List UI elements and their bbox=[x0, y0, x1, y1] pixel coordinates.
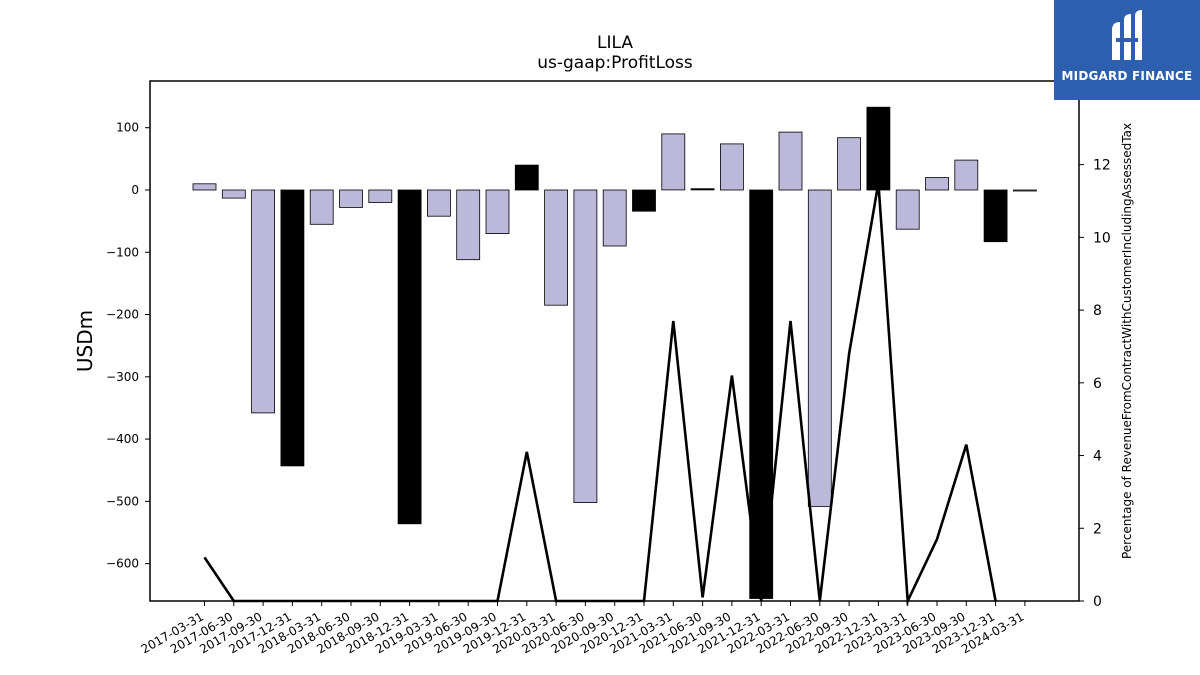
y2-tick-label: 6 bbox=[1093, 376, 1102, 392]
midgard-finance-logo: MIDGARD FINANCE bbox=[1054, 0, 1200, 100]
y-tick-label: 100 bbox=[116, 121, 139, 135]
y-tick-label: −300 bbox=[106, 370, 139, 384]
bar-2018-06-30 bbox=[339, 189, 363, 208]
bar-2019-03-31 bbox=[426, 189, 451, 217]
bars-layer bbox=[192, 106, 1037, 599]
y2-tick-label: 8 bbox=[1093, 303, 1102, 319]
chart-title: LILA bbox=[597, 33, 633, 53]
y2-tick-label: 4 bbox=[1093, 449, 1102, 465]
y2-tick-label: 0 bbox=[1093, 594, 1102, 610]
bar-2021-06-30 bbox=[690, 188, 715, 191]
bar-2020-09-30 bbox=[602, 189, 627, 247]
y-tick-label: −100 bbox=[106, 245, 139, 259]
bar-2022-06-30 bbox=[807, 189, 832, 507]
y-axis-label: USDm bbox=[73, 310, 97, 372]
bar-2020-06-30 bbox=[573, 189, 598, 504]
bar-2022-03-31 bbox=[778, 131, 803, 191]
line-layer bbox=[203, 182, 997, 607]
bar-2021-09-30 bbox=[720, 143, 744, 191]
y-tick-label: −500 bbox=[106, 494, 139, 508]
logo-mark-icon bbox=[1112, 10, 1142, 60]
bar-2023-06-30 bbox=[925, 177, 949, 191]
bar-2017-06-30 bbox=[221, 189, 246, 199]
bar-2018-12-31 bbox=[397, 189, 422, 525]
bar-2019-12-31 bbox=[514, 164, 539, 191]
y-tick-label: −400 bbox=[106, 432, 139, 446]
bar-2020-03-31 bbox=[544, 189, 568, 306]
bar-2024-03-31 bbox=[1013, 189, 1037, 192]
chart-subtitle: us-gaap:ProfitLoss bbox=[537, 53, 693, 73]
y-tick-label: 0 bbox=[131, 183, 139, 197]
bar-2023-12-31 bbox=[983, 189, 1008, 243]
bar-2021-03-31 bbox=[661, 133, 686, 191]
bar-2019-06-30 bbox=[456, 189, 481, 261]
bar-2017-09-30 bbox=[251, 189, 276, 414]
bar-2017-03-31 bbox=[192, 183, 217, 191]
bar-2022-12-31 bbox=[866, 106, 891, 191]
bar-2023-09-30 bbox=[954, 159, 979, 191]
logo-text: MIDGARD FINANCE bbox=[1061, 69, 1193, 83]
bar-2019-09-30 bbox=[485, 189, 510, 234]
revenue-pct-line bbox=[203, 182, 997, 607]
y2-tick-label: 2 bbox=[1093, 521, 1102, 537]
bar-2023-03-31 bbox=[895, 189, 920, 230]
bar-2018-03-31 bbox=[309, 189, 334, 225]
y2-tick-label: 12 bbox=[1093, 158, 1111, 174]
bar-2020-12-31 bbox=[632, 189, 656, 212]
bar-2022-09-30 bbox=[837, 137, 861, 191]
y-tick-label: −200 bbox=[106, 308, 139, 322]
bar-2017-12-31 bbox=[280, 189, 305, 467]
y2-axis-label: Percentage of RevenueFromContractWithCus… bbox=[1120, 123, 1134, 559]
bar-2018-09-30 bbox=[368, 189, 393, 203]
y2-tick-label: 10 bbox=[1093, 230, 1111, 246]
y-tick-label: −600 bbox=[106, 557, 139, 571]
